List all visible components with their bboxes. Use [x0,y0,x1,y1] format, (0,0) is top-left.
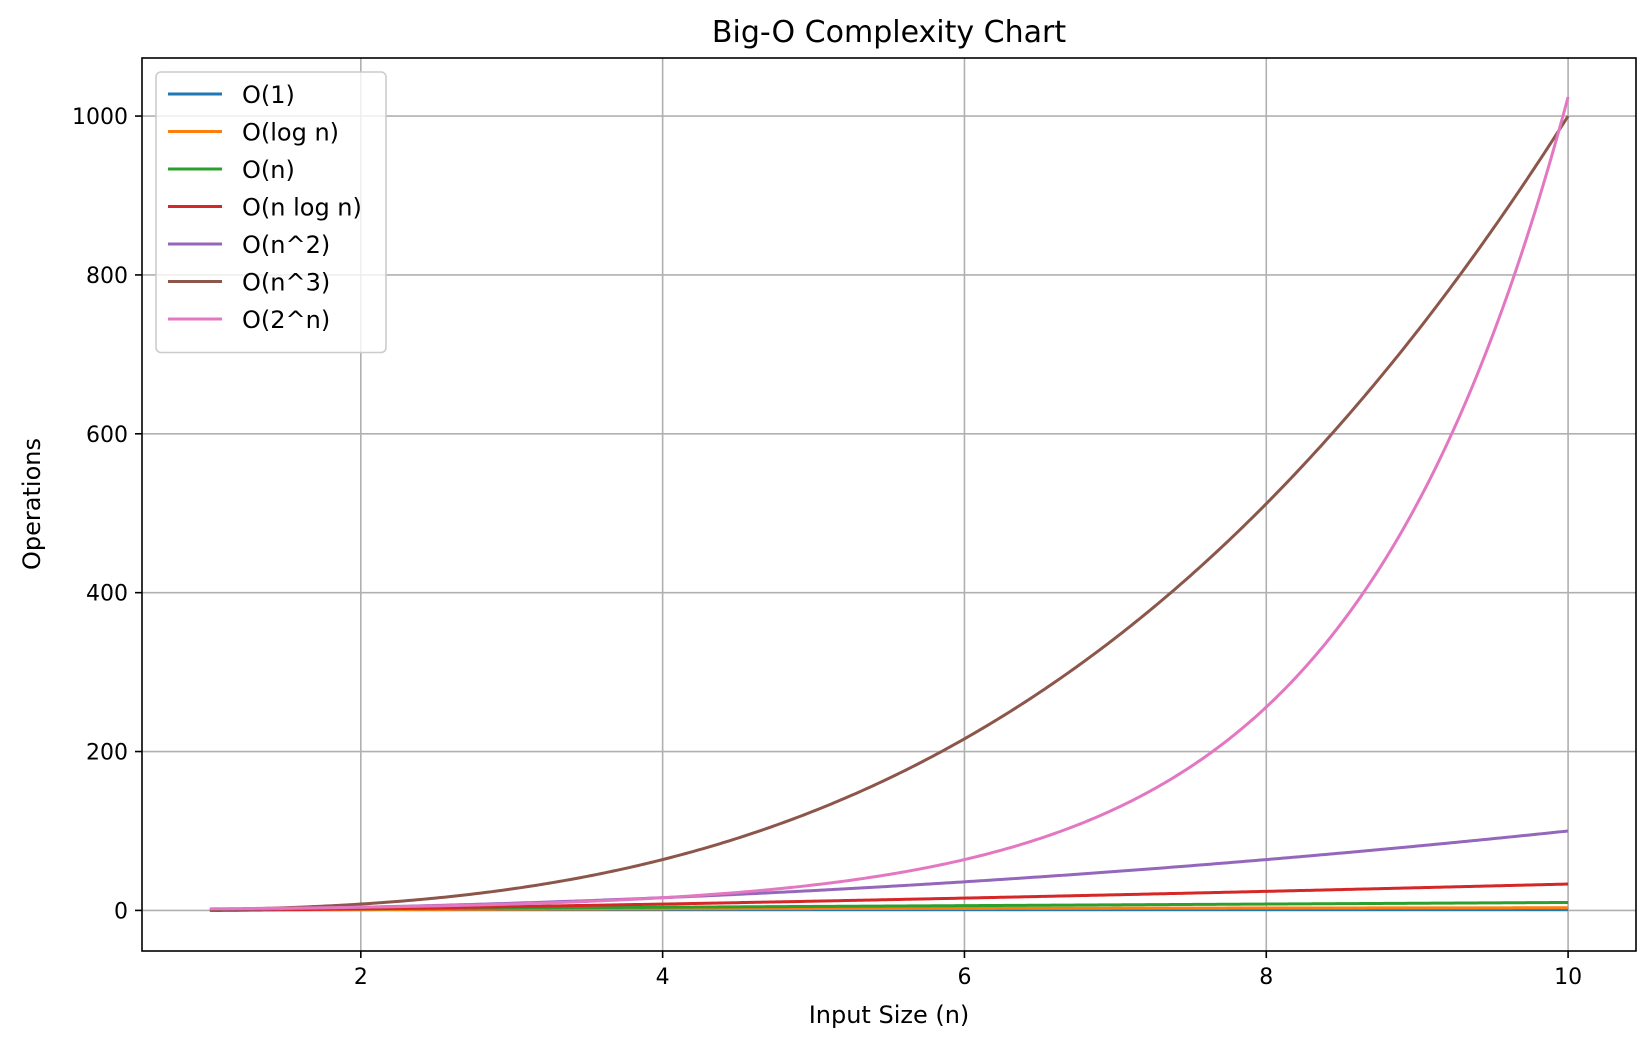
y-axis-label: Operations [18,438,46,570]
series-line-5 [209,115,1570,912]
x-tick-label: 2 [354,965,368,990]
series-line-6 [209,96,1570,911]
legend-label: O(n log n) [242,194,362,222]
chart-title: Big-O Complexity Chart [712,15,1066,50]
y-tick-label: 0 [114,899,128,924]
series-line-3 [209,882,1569,912]
series-lines [209,96,1570,912]
plot-area-frame [141,57,1637,952]
y-tick-label: 800 [86,264,128,289]
y-tick-label: 1000 [72,105,128,130]
x-axis-label: Input Size (n) [809,1001,970,1029]
y-tick-label: 400 [86,582,128,607]
legend-label: O(2^n) [242,306,330,334]
x-tick-label: 10 [1554,965,1582,990]
grid-lines [142,58,1636,951]
x-tick-label: 8 [1259,965,1273,990]
legend-label: O(log n) [242,119,339,147]
legend-label: O(n^3) [242,269,330,297]
y-tick-label: 200 [86,741,128,766]
legend: O(1) O(log n) O(n) O(n log n) O(n^2) O(n^3) O(… [155,71,387,354]
axis-ticks: 2 4 6 8 10 0 200 400 600 800 1000 [72,105,1582,990]
x-tick-label: 4 [656,965,670,990]
y-tick-label: 600 [86,423,128,448]
legend-label: O(1) [242,81,295,109]
x-tick-label: 6 [957,965,971,990]
legend-label: O(n^2) [242,231,330,259]
legend-label: O(n) [242,156,295,184]
